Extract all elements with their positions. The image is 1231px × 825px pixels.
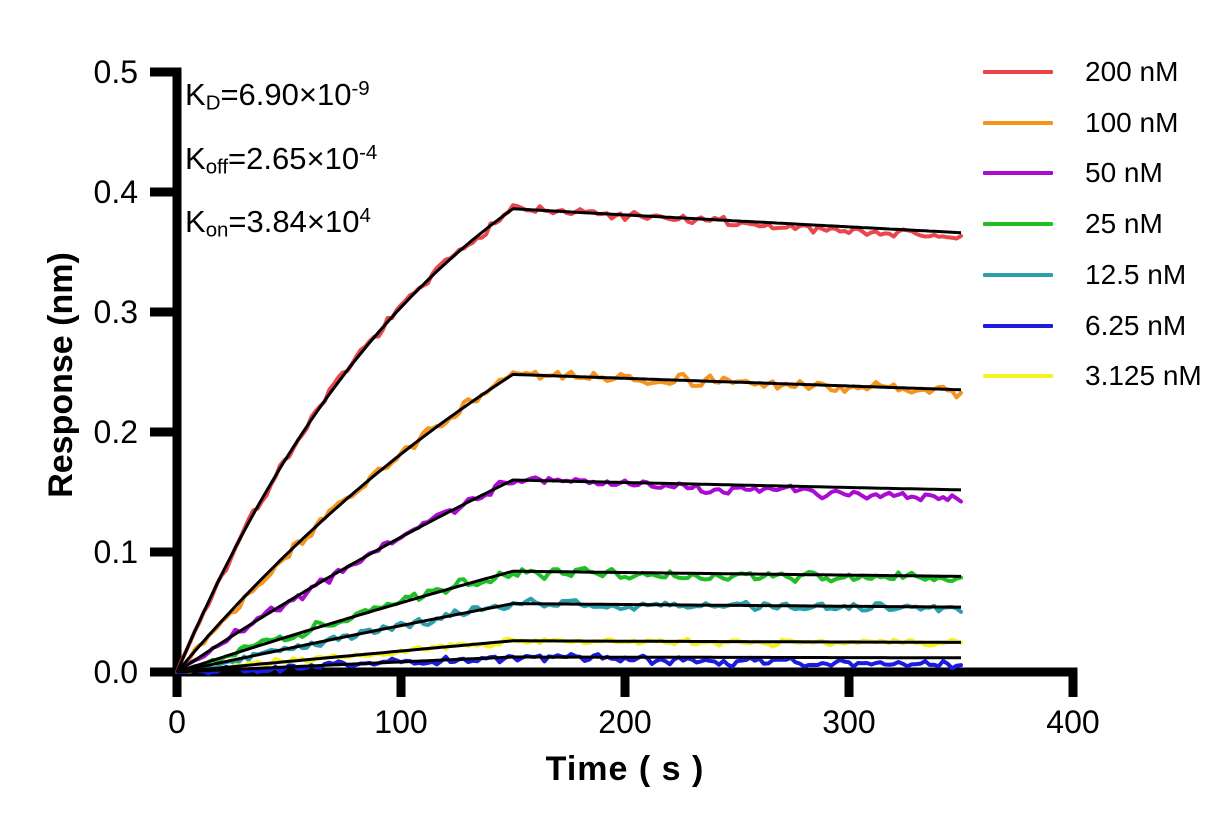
kinetics-koff-line: Koff=2.65×10-4 [185,140,378,179]
x-tick-label: 0 [168,704,186,740]
series-fit-line-200-nM [175,207,962,673]
x-tick-label: 100 [374,704,427,740]
series-fit-line-3-125-nM [176,639,961,674]
x-tick-label: 400 [1046,704,1099,740]
series-data-line-100-nM [175,369,963,674]
series-fit-line-50-nM [176,478,962,674]
y-tick-label: 0.1 [94,534,138,570]
series-fit-line-25-nM [176,569,961,674]
x-axis-title: Time ( s ) [545,750,705,788]
y-tick-label: 0.4 [94,174,138,210]
series-data-line-12-5-nM [175,596,963,674]
series-fit-line-100-nM [175,372,962,673]
kinetics-annotations: KD=6.90×10-9 Koff=2.65×10-4 Kon=3.84×104 [185,64,377,255]
kinetics-kon-line: Kon=3.84×104 [185,204,371,243]
y-tick-label: 0.3 [94,294,138,330]
y-axis-title: Response (nm) [42,252,80,498]
y-tick-label: 0.0 [94,654,138,690]
series-fit-line-12-5-nM [176,602,961,674]
series-data-line-25-nM [175,565,963,674]
y-tick-label: 0.5 [94,54,138,90]
y-tick-label: 0.2 [94,414,138,450]
kinetics-kd-line: KD=6.90×10-9 [185,77,370,115]
series-fit-line-6-25-nM [176,655,961,674]
x-tick-label: 300 [822,704,875,740]
x-tick-label: 200 [598,704,651,740]
